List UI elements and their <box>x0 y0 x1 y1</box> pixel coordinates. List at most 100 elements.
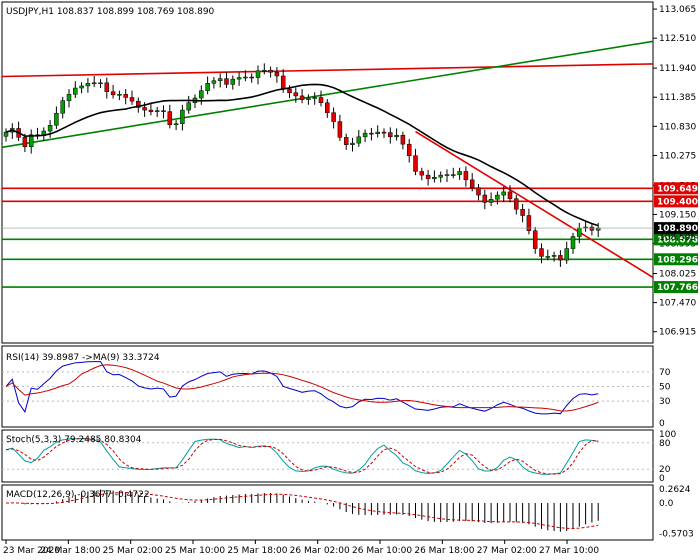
bull-candle <box>375 131 380 134</box>
bear-candle <box>413 155 418 172</box>
bull-candle <box>356 136 362 144</box>
symbol-header: USDJPY,H1 108.837 108.899 108.769 108.89… <box>6 7 215 17</box>
bear-candle <box>123 94 128 98</box>
time-tick-label: 27 Mar 10:00 <box>539 546 599 556</box>
bear-candle <box>406 143 412 156</box>
time-tick-label: 25 Mar 10:00 <box>165 546 225 556</box>
bear-candle <box>325 102 330 113</box>
macd-label: MACD(12,26,9) -0.3677 -0.4722 <box>6 490 150 500</box>
macd-panel <box>1 484 654 541</box>
bull-candle <box>211 80 217 84</box>
macd-signal-line <box>5 492 599 529</box>
bull-candle <box>47 125 53 132</box>
bull-candle <box>495 194 500 200</box>
bear-candle <box>558 255 563 261</box>
macd-plot <box>5 489 599 532</box>
upward-trendline <box>1 40 654 149</box>
bear-candle <box>476 187 481 196</box>
bear-candle <box>526 215 532 231</box>
bull-candle <box>457 171 462 175</box>
level-label: 109.649 <box>657 184 698 194</box>
stoch-d-line <box>5 438 599 475</box>
bear-candle <box>381 131 387 134</box>
bear-candle <box>136 100 141 108</box>
bull-candle <box>236 77 242 80</box>
stoch-plot <box>2 437 653 475</box>
downward-trendline <box>415 130 654 279</box>
rsi-tick-label: 70 <box>659 368 671 378</box>
time-tick-label: 23 Mar 2020 <box>3 546 60 556</box>
stoch-tick-label: 100 <box>659 430 676 440</box>
level-label-box <box>654 195 698 208</box>
bull-candle <box>66 94 72 101</box>
bear-candle <box>224 78 229 85</box>
macd-tick-label: 0.2624 <box>659 485 691 495</box>
level-labels: 109.649 109.400 108.676 108.296 107.766 108.8… <box>654 182 698 294</box>
time-tick-label: 25 Mar 18:00 <box>227 546 287 556</box>
bear-candle <box>589 226 595 231</box>
bull-candle <box>205 83 210 91</box>
main-panel <box>1 1 654 344</box>
bull-candle <box>154 110 160 112</box>
resistance-line <box>1 63 654 78</box>
main-plot <box>1 40 654 288</box>
bear-candle <box>268 69 273 73</box>
bull-candle <box>186 102 191 111</box>
bear-candle <box>507 191 513 199</box>
rsi-tick-label: 0 <box>659 419 665 429</box>
bull-candle <box>255 70 261 78</box>
macd-tick-label: 0.0 <box>659 499 674 509</box>
bear-candle <box>514 198 519 210</box>
bull-candle <box>243 76 248 79</box>
current-price-label: 108.890 <box>657 224 698 234</box>
bear-candle <box>22 137 28 148</box>
bear-candle <box>318 97 324 103</box>
price-tick-label: 110.830 <box>659 122 696 132</box>
stoch-tick-label: 20 <box>659 465 671 475</box>
level-label: 109.400 <box>657 197 698 207</box>
bull-candle <box>595 227 601 231</box>
bull-candle <box>570 236 576 249</box>
bear-candle <box>388 132 393 138</box>
bull-candle <box>545 256 551 258</box>
bear-candle <box>425 174 431 180</box>
bear-candle <box>110 91 116 96</box>
bear-candle <box>463 171 469 181</box>
bear-candle <box>293 92 299 97</box>
bull-candle <box>91 82 97 85</box>
price-tick-label: 112.510 <box>659 34 696 44</box>
time-tick-label: 25 Mar 02:00 <box>103 546 163 556</box>
bear-candle <box>249 76 254 79</box>
bull-candle <box>306 97 311 100</box>
bear-candle <box>520 208 525 216</box>
level-label-box <box>654 253 698 266</box>
bull-candle <box>501 191 506 196</box>
bear-candle <box>142 107 147 111</box>
current-price-box <box>654 222 698 235</box>
bear-candle <box>369 132 374 135</box>
level-label: 108.296 <box>657 255 698 265</box>
bear-candle <box>331 112 336 122</box>
bull-candle <box>432 176 437 180</box>
macd-tick-label: -0.5703 <box>659 529 694 539</box>
rsi-tick-label: 50 <box>659 383 671 393</box>
time-tick-label: 26 Mar 18:00 <box>414 546 474 556</box>
rsi-ma-line <box>5 364 599 412</box>
level-label: 107.766 <box>657 283 698 293</box>
bear-candle <box>299 95 305 100</box>
bull-candle <box>551 255 557 257</box>
bull-candle <box>180 109 185 124</box>
rsi-label: RSI(14) 39.8987 ->MA(9) 33.3724 <box>6 353 160 363</box>
price-tick-label: 111.940 <box>659 64 696 74</box>
bear-candle <box>274 72 280 77</box>
price-tick-label: 110.275 <box>659 151 696 161</box>
rsi-axis: 70 50 30 0 <box>659 368 671 429</box>
bull-candle <box>488 199 494 203</box>
bear-candle <box>400 135 406 145</box>
time-tick-label: 27 Mar 02:00 <box>477 546 537 556</box>
bull-candle <box>230 78 236 85</box>
moving-average-line <box>5 83 599 227</box>
current-price-sub-label: 108.595 <box>659 233 696 243</box>
